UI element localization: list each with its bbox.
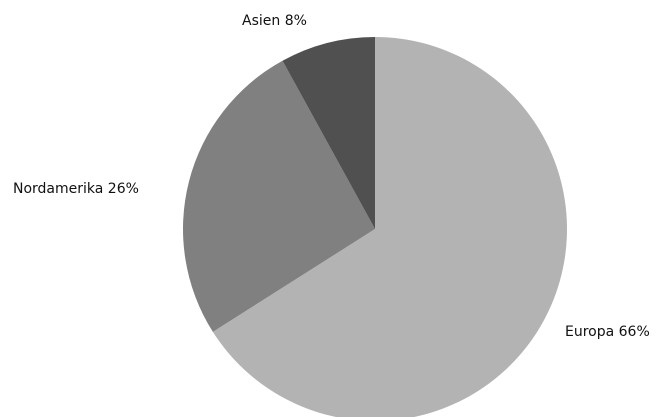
- pie-slice-asien: [282, 37, 375, 229]
- slice-label-europa: Europa 66%: [565, 324, 650, 340]
- slice-label-nordamerika: Nordamerika 26%: [13, 181, 139, 197]
- slice-labels: Europa 66% Nordamerika 26% Asien 8%: [13, 13, 650, 340]
- pie-slice-europa: [212, 37, 567, 417]
- slice-label-asien: Asien 8%: [242, 13, 307, 29]
- pie-slices: [182, 37, 567, 417]
- pie-slice-nordamerika: [182, 60, 375, 332]
